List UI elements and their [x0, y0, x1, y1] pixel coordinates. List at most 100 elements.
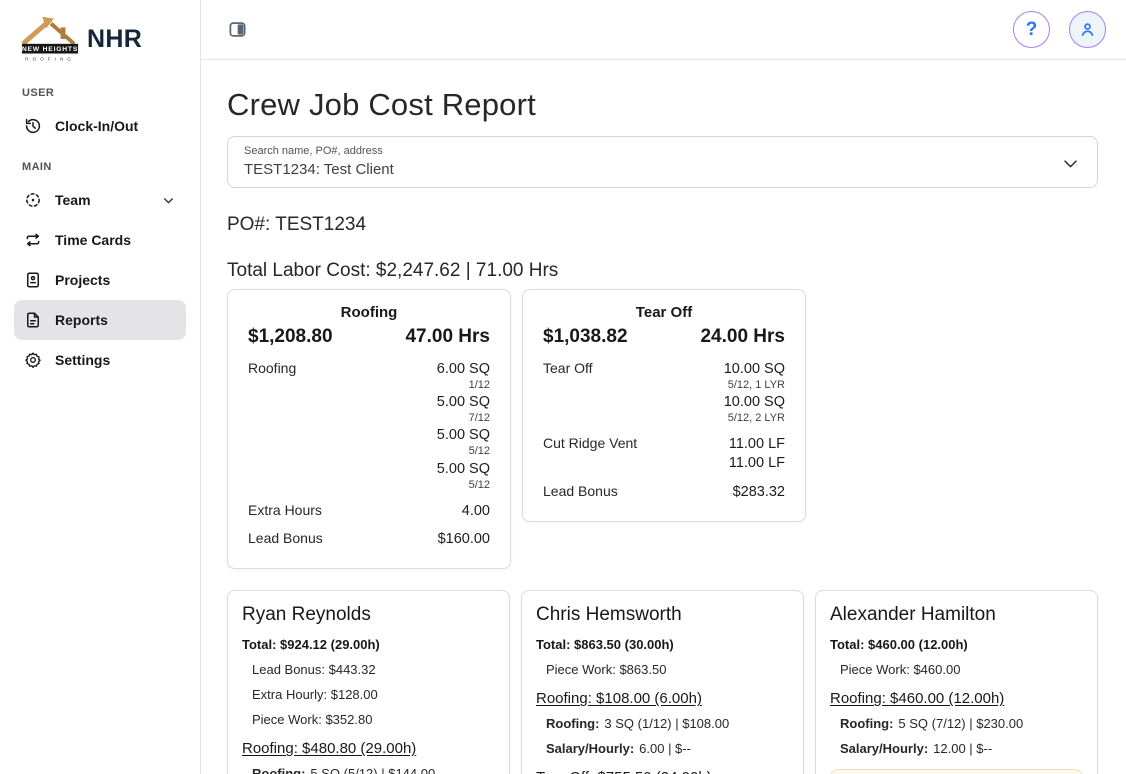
summary-value-sub: 7/12: [468, 412, 490, 425]
summary-row-label: Cut Ridge Vent: [543, 435, 638, 452]
settings-gear-icon: [25, 352, 41, 369]
job-search-select[interactable]: Search name, PO#, address TEST1234: Test…: [227, 135, 1098, 188]
crew-card-alexander-hamilton: Alexander Hamilton Total: $460.00 (12.00…: [815, 590, 1098, 774]
sidebar-item-reports[interactable]: Reports: [14, 300, 186, 340]
help-button[interactable]: ?: [1013, 11, 1050, 48]
summary-value: 5.00 SQ: [436, 427, 490, 444]
summary-value-sub: 5/12: [468, 445, 490, 458]
summary-row-label: Tear Off: [543, 359, 593, 376]
logo-banner-text: NEW HEIGHTS: [22, 46, 78, 53]
sidebar-item-time-cards[interactable]: Time Cards: [14, 220, 186, 260]
detail-label: Roofing:: [252, 766, 306, 774]
sidebar-item-settings[interactable]: Settings: [14, 340, 186, 380]
crew-name: Alexander Hamilton: [830, 604, 996, 626]
crew-summary-line: Piece Work: $863.50: [546, 662, 667, 678]
summary-value-sub: 1/12: [468, 378, 490, 391]
crew-section-heading: Roofing: $460.00 (12.00h): [830, 690, 1005, 708]
summary-cards-row: Roofing $1,208.80 47.00 Hrs Roofing 6.00…: [227, 288, 1098, 570]
summary-row-item: Tear Off 10.00 SQ 5/12, 1 LYR 10.00 SQ 5…: [543, 360, 785, 426]
detail-line: 3 SQ (1/12) | $108.00: [604, 716, 730, 732]
user-icon: [1081, 23, 1094, 37]
detail-label: Roofing:: [840, 716, 894, 732]
crew-total: Total: $863.50 (30.00h): [536, 637, 674, 653]
sidebar-item-label: Clock-In/Out: [55, 118, 139, 134]
sidebar-toggle-button[interactable]: [228, 20, 247, 39]
topbar-actions: ?: [1013, 11, 1106, 48]
summary-card-title: Roofing: [340, 303, 398, 321]
summary-row-label: Extra Hours: [248, 501, 322, 518]
sidebar: NEW HEIGHTS ROOFING NHR USER Clock-In/Ou…: [0, 0, 201, 774]
main-area: ? Crew Job Cost Report Search name, PO#,…: [201, 0, 1126, 774]
summary-row-item: Lead Bonus $160.00: [248, 530, 490, 548]
summary-row-item: Roofing 6.00 SQ 1/12 5.00 SQ 7/12 5.00 S…: [248, 360, 490, 492]
sidebar-item-label: Team: [55, 192, 91, 208]
chevron-down-icon[interactable]: [161, 193, 176, 208]
detail-label: Roofing:: [546, 716, 600, 732]
crew-detail-row: Salary/Hourly: 6.00 | $--: [536, 741, 789, 756]
crew-summary-line: Piece Work: $352.80: [252, 712, 373, 728]
summary-row-label: Lead Bonus: [543, 482, 618, 499]
logo-sub-text: ROOFING: [25, 56, 75, 62]
sidebar-item-projects[interactable]: Projects: [14, 260, 186, 300]
crew-section-heading: Roofing: $108.00 (6.00h): [536, 690, 702, 708]
total-labor-cost: Total Labor Cost: $2,247.62 | 71.00 Hrs: [227, 259, 559, 281]
detail-line: 6.00 | $--: [639, 740, 691, 756]
summary-hours: 47.00 Hrs: [405, 325, 490, 347]
detail-line: 12.00 | $--: [933, 740, 993, 756]
search-select-value: TEST1234: Test Client: [244, 160, 394, 178]
summary-hours: 24.00 Hrs: [700, 325, 785, 347]
crew-card-chris-hemsworth: Chris Hemsworth Total: $863.50 (30.00h) …: [521, 590, 804, 774]
crew-cards-row: Ryan Reynolds Total: $924.12 (29.00h) Le…: [227, 590, 1098, 774]
summary-row-item: Extra Hours 4.00: [248, 502, 490, 520]
summary-value: $160.00: [437, 531, 490, 548]
report-content: Crew Job Cost Report Search name, PO#, a…: [201, 60, 1126, 774]
timecard-entry[interactable]: TEST1234 12.0h 10/14/24 Roofing 05:00 - …: [830, 769, 1083, 774]
summary-value: 10.00 SQ: [723, 393, 785, 410]
crew-detail-row: Roofing: 5 SQ (7/12) | $230.00: [830, 716, 1083, 731]
sidebar-item-label: Time Cards: [55, 232, 131, 248]
brand-logo[interactable]: NEW HEIGHTS ROOFING NHR: [0, 12, 200, 72]
summary-value-sub: 5/12, 2 LYR: [727, 412, 785, 425]
detail-line: 5 SQ (7/12) | $230.00: [898, 716, 1024, 732]
crew-summary-line: Piece Work: $460.00: [840, 662, 961, 678]
sidebar-item-clock-in-out[interactable]: Clock-In/Out: [14, 106, 186, 146]
help-icon: ?: [1025, 18, 1038, 40]
roof-logo-icon: NEW HEIGHTS ROOFING: [21, 16, 79, 62]
reports-document-icon: [27, 312, 39, 328]
chevron-down-icon[interactable]: [1061, 154, 1080, 173]
page-title: Crew Job Cost Report: [227, 87, 536, 122]
projects-id-card-icon: [27, 272, 39, 288]
summary-row-item: Lead Bonus $283.32: [543, 483, 785, 501]
summary-value: 5.00 SQ: [436, 460, 490, 477]
crew-summary-line: Lead Bonus: $443.32: [252, 662, 376, 678]
summary-row-label: Roofing: [248, 359, 297, 376]
detail-label: Salary/Hourly:: [840, 740, 929, 756]
crew-total: Total: $924.12 (29.00h): [242, 637, 380, 653]
summary-value-sub: 5/12: [468, 478, 490, 491]
summary-value: 11.00 LF: [728, 455, 785, 472]
sidebar-item-label: Projects: [55, 272, 111, 288]
search-select-label: Search name, PO#, address: [244, 144, 383, 157]
detail-label: Salary/Hourly:: [546, 740, 635, 756]
summary-row-label: Lead Bonus: [248, 530, 323, 547]
crew-section-heading: Roofing: $480.80 (29.00h): [242, 740, 417, 758]
po-number: PO#: TEST1234: [227, 213, 367, 235]
account-button[interactable]: [1069, 11, 1106, 48]
team-focus-icon: [26, 193, 40, 207]
sidebar-item-label: Reports: [55, 312, 108, 328]
summary-card-title: Tear Off: [635, 303, 693, 321]
time-cards-icon: [26, 233, 40, 247]
summary-value: 4.00: [461, 502, 490, 519]
sidebar-item-label: Settings: [55, 352, 111, 368]
detail-line: 5 SQ (5/12) | $144.00: [310, 766, 436, 774]
crew-summary-line: Extra Hourly: $128.00: [252, 687, 378, 703]
summary-value: 10.00 SQ: [723, 360, 785, 377]
summary-value: $283.32: [732, 483, 785, 500]
sidebar-section-main: MAIN: [22, 161, 52, 173]
crew-detail-row: Roofing: 3 SQ (1/12) | $108.00: [536, 716, 789, 731]
panel-toggle-icon: [229, 22, 246, 37]
crew-section-heading: Tear Off: $755.50 (24.00h): [536, 769, 789, 774]
sidebar-item-team[interactable]: Team: [14, 180, 186, 220]
crew-detail-row: Roofing: 5 SQ (5/12) | $144.00 3 SQ (1/1…: [242, 766, 495, 774]
summary-value-sub: 5/12, 1 LYR: [727, 378, 785, 391]
